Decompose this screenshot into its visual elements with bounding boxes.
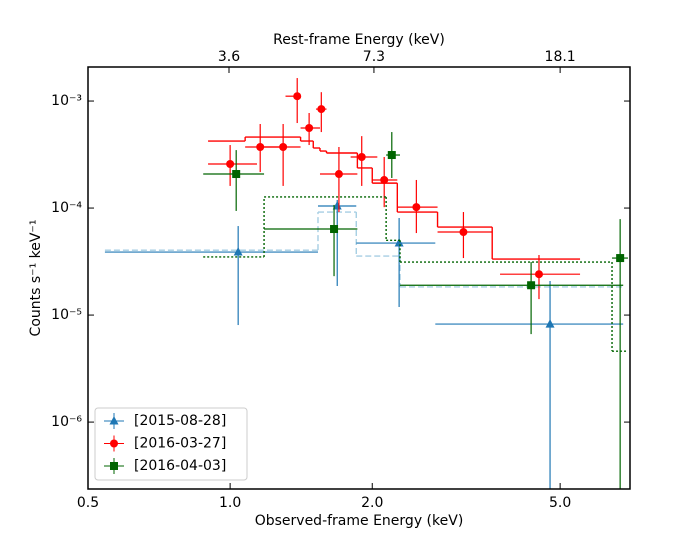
marker (305, 123, 314, 132)
x-tick-label: 2.0 (361, 495, 383, 511)
y-tick-label: 10⁻⁴ (51, 200, 82, 216)
legend-label: [2016-04-03] (134, 458, 226, 474)
y-tick-label: 10⁻⁵ (51, 307, 82, 323)
marker (330, 225, 339, 234)
legend-box (94, 407, 248, 481)
marker (279, 142, 288, 151)
x2-tick-label: 7.3 (363, 49, 385, 65)
marker (459, 228, 468, 237)
marker (616, 254, 625, 263)
legend-marker (110, 462, 118, 470)
legend-marker (109, 416, 119, 425)
legend-label: [2016-03-27] (134, 436, 226, 452)
marker (226, 160, 235, 169)
x-tick-label: 5.0 (549, 495, 571, 511)
marker (380, 175, 389, 184)
y-tick-label: 10⁻⁶ (51, 414, 82, 430)
axes-frame (87, 66, 631, 490)
marker (317, 105, 326, 114)
x-axis-label: Observed-frame Energy (keV) (255, 513, 464, 529)
legend-marker (110, 439, 118, 448)
x2-tick-label: 18.1 (545, 49, 576, 65)
marker (293, 92, 302, 101)
legend: [2015-08-28] [2016-03-27] [2016-04-03] (94, 407, 248, 481)
marker (527, 281, 536, 290)
x-tick-label: 1.0 (219, 495, 241, 511)
marker (357, 152, 366, 161)
marker (412, 203, 421, 212)
x-tick-label: 0.5 (77, 495, 99, 511)
marker (334, 170, 343, 179)
y-axis-label: Counts s⁻¹ keV⁻¹ (28, 220, 44, 337)
marker (534, 270, 543, 279)
legend-label: [2015-08-28] (134, 413, 226, 429)
marker (387, 151, 396, 160)
marker (545, 319, 555, 328)
x2-axis-label: Rest-frame Energy (keV) (273, 32, 445, 48)
marker (394, 238, 404, 247)
marker (233, 247, 243, 256)
x2-tick-label: 3.6 (218, 49, 240, 65)
y-tick-label: 10⁻³ (51, 93, 82, 109)
marker (232, 170, 241, 179)
plot-area (104, 78, 628, 489)
